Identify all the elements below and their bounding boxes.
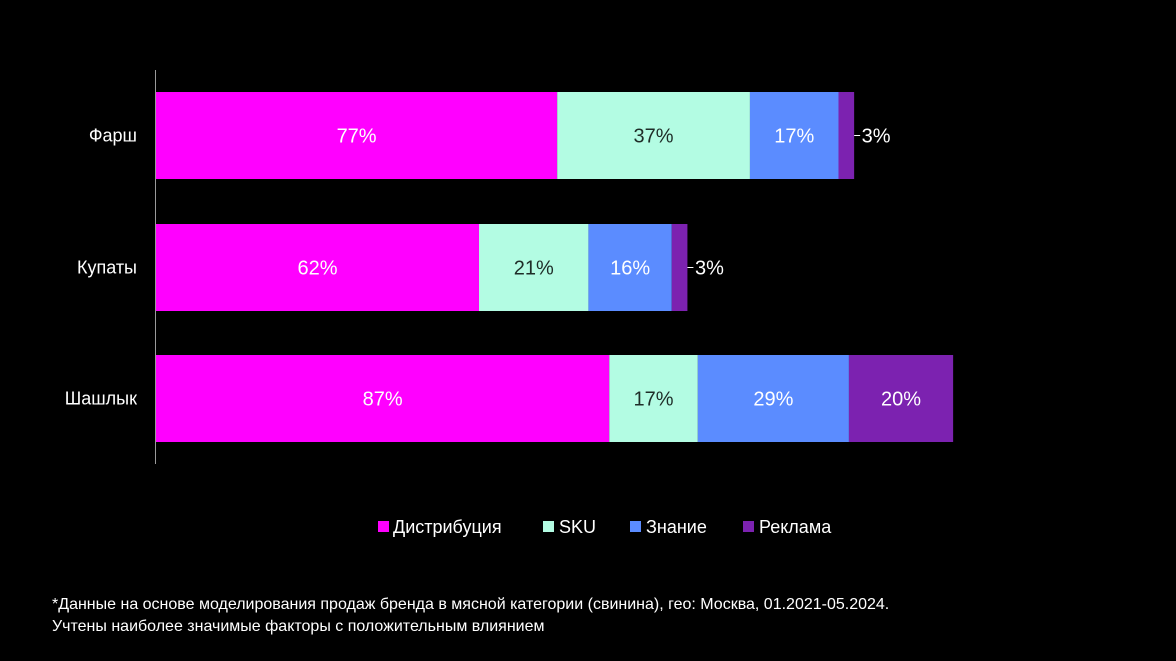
bar-segment-shashlyk-4 <box>848 355 954 442</box>
data-label-farsh-3: 17% <box>774 126 814 148</box>
bar-segment-shashlyk-3 <box>697 355 849 442</box>
data-label-shashlyk-4: 20% <box>881 389 921 411</box>
bar-segment-kupaty-2 <box>479 224 589 311</box>
data-label-shashlyk-3: 29% <box>753 389 793 411</box>
data-label-kupaty-1: 62% <box>297 258 337 280</box>
category-label-farsh: Фарш <box>89 126 137 146</box>
legend-swatch-4 <box>743 521 754 532</box>
data-label-shashlyk-2: 17% <box>634 389 674 411</box>
data-label-shashlyk-1: 87% <box>363 389 403 411</box>
footnote-line-2: Учтены наиболее значимые факторы с полож… <box>52 618 545 635</box>
data-label-farsh-1: 77% <box>337 126 377 148</box>
bars-group: 77% 37% 17% 3% 62% 21% 16% 3% 87% 17% 29% 20% <box>156 92 954 442</box>
legend-label-1: Дистрибуция <box>393 517 502 537</box>
bar-segment-kupaty-3 <box>588 224 672 311</box>
bar-segment-kupaty-4 <box>671 224 688 311</box>
footnote: *Данные на основе моделирования продаж б… <box>52 594 1152 638</box>
data-label-kupaty-2: 21% <box>514 258 554 280</box>
bar-segment-farsh-3 <box>749 92 839 179</box>
legend-label-4: Реклама <box>759 517 832 537</box>
data-label-kupaty-3: 16% <box>610 258 650 280</box>
category-label-kupaty: Купаты <box>77 258 137 278</box>
legend-swatch-2 <box>543 521 554 532</box>
legend: Дистрибуция SKU Знание Реклама <box>378 517 832 537</box>
data-label-farsh-4: 3% <box>862 126 891 148</box>
data-label-farsh-2: 37% <box>634 126 674 148</box>
legend-label-2: SKU <box>559 517 596 537</box>
legend-label-3: Знание <box>646 517 707 537</box>
stacked-bar-chart: 77% 37% 17% 3% 62% 21% 16% 3% 87% 17% 29% 20% Фарш К… <box>65 70 954 537</box>
bar-segment-farsh-2 <box>557 92 750 179</box>
category-labels: Фарш Купаты Шашлык <box>65 126 137 409</box>
legend-swatch-1 <box>378 521 389 532</box>
category-label-shashlyk: Шашлык <box>65 389 137 409</box>
bar-segment-shashlyk-2 <box>609 355 698 442</box>
bar-segment-kupaty-1 <box>156 224 480 311</box>
legend-swatch-3 <box>630 521 641 532</box>
data-label-kupaty-4: 3% <box>695 258 724 280</box>
footnote-line-1: *Данные на основе моделирования продаж б… <box>52 596 890 613</box>
bar-segment-shashlyk-1 <box>156 355 610 442</box>
bar-segment-farsh-4 <box>838 92 855 179</box>
bar-segment-farsh-1 <box>156 92 558 179</box>
